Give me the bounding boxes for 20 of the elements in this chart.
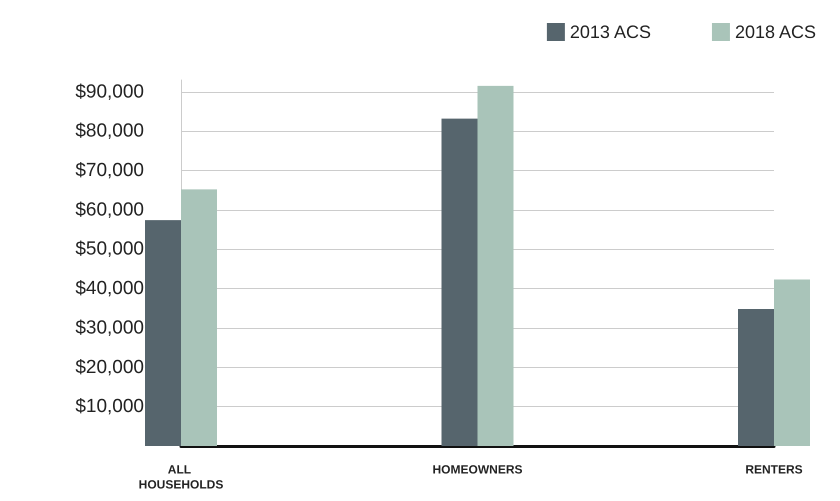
bar (181, 189, 217, 446)
bar (442, 118, 478, 446)
x-tick-label: ALL HOUSEHOLDS (138, 462, 224, 492)
y-tick-label: $90,000 (75, 81, 144, 102)
x-tick-label: HOMEOWNERS (432, 462, 522, 476)
bar (478, 86, 514, 446)
bar (738, 309, 774, 446)
bar (774, 280, 810, 446)
bar (145, 220, 181, 446)
y-tick-label: $30,000 (75, 317, 144, 338)
legend-label: 2018 ACS (734, 22, 816, 42)
y-tick-label: $50,000 (75, 238, 144, 260)
legend-label: 2013 ACS (570, 22, 651, 42)
y-tick-label: $20,000 (75, 356, 144, 378)
y-tick-label: $70,000 (75, 160, 144, 182)
y-tick-label: $10,000 (75, 396, 144, 418)
y-tick-label: $40,000 (75, 278, 144, 300)
x-tick-label: RENTERS (745, 462, 803, 476)
y-tick-label: $60,000 (75, 199, 144, 220)
y-tick-label: $80,000 (75, 120, 144, 142)
